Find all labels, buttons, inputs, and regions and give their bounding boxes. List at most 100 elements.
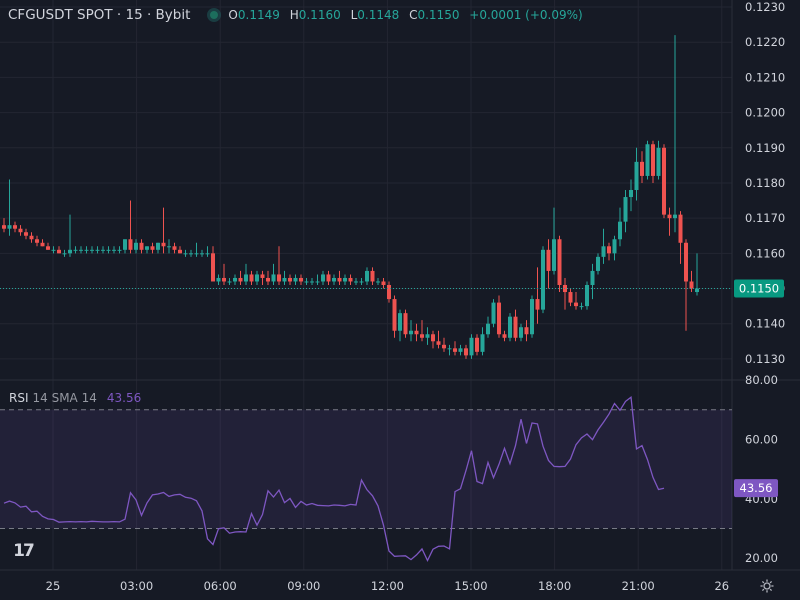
candle-body	[68, 249, 72, 254]
candle-body	[629, 190, 633, 198]
candle-body	[57, 249, 61, 254]
candle-body	[480, 334, 485, 352]
candle-body	[277, 274, 281, 282]
candle-body	[436, 341, 441, 345]
candle-body	[431, 334, 435, 342]
candle-body	[244, 274, 248, 282]
candle-body	[645, 144, 650, 176]
candle-body	[332, 277, 336, 282]
time-tick-label: 25	[46, 579, 61, 593]
rsi-params: 14 SMA 14	[32, 391, 97, 405]
price-tick-label: 0.1180	[745, 176, 785, 190]
time-tick-label: 09:00	[287, 579, 320, 593]
candle-body	[640, 161, 644, 176]
candle-body	[222, 277, 226, 282]
candle-body	[288, 277, 292, 282]
candle-body	[392, 299, 397, 331]
gear-icon[interactable]	[759, 578, 775, 594]
close-label: C	[409, 8, 418, 22]
rsi-tick-label: 20.00	[745, 551, 778, 565]
candle-body	[178, 249, 182, 254]
candle-body	[414, 330, 419, 335]
candle-body	[304, 281, 309, 283]
current-price-label: 0.1150	[739, 282, 779, 296]
candle-body	[574, 302, 578, 307]
candle-body	[299, 277, 303, 282]
logo-text: 17	[13, 541, 35, 561]
candle-body	[326, 274, 331, 282]
candle-body	[513, 316, 518, 338]
candle-body	[194, 253, 199, 255]
candle-body	[183, 253, 188, 255]
candle-body	[238, 277, 243, 282]
candle-body	[469, 337, 474, 356]
candle-body	[491, 302, 496, 324]
candle-body	[271, 274, 276, 282]
price-tick-label: 0.1230	[745, 0, 785, 14]
candle-body	[442, 344, 446, 349]
candle-body	[123, 239, 127, 250]
rsi-band-fill	[0, 409, 732, 529]
candle-body	[233, 277, 237, 282]
candle-body	[420, 334, 424, 338]
rsi-line	[3, 395, 665, 563]
price-tick-label: 0.1140	[745, 317, 785, 331]
candle-body	[145, 246, 149, 250]
candle-body	[453, 348, 457, 352]
candle-body	[656, 147, 661, 176]
price-tick-label: 0.1170	[745, 211, 785, 225]
time-tick-label: 12:00	[371, 579, 404, 593]
time-tick-label: 03:00	[120, 579, 153, 593]
candle-body	[612, 239, 617, 254]
candle-body	[359, 281, 364, 283]
candle-body	[651, 144, 655, 176]
candle-body	[596, 256, 600, 271]
candle-body	[590, 270, 595, 285]
price-tick-label: 0.1160	[745, 246, 785, 260]
candle-body	[101, 249, 105, 251]
tradingview-logo-icon[interactable]: 17	[8, 538, 38, 564]
candle-body	[7, 225, 12, 229]
candle-body	[29, 235, 34, 240]
candle-body	[530, 299, 534, 335]
candle-body	[464, 348, 468, 356]
candle-body	[343, 277, 347, 282]
open-label: O	[228, 8, 238, 22]
candle-body	[585, 285, 589, 307]
candle-body	[211, 253, 215, 282]
price-tick-label: 0.1200	[745, 106, 785, 120]
rsi-name: RSI	[9, 391, 29, 405]
candle-body	[167, 246, 171, 248]
candle-body	[156, 242, 160, 250]
candle-body	[35, 239, 39, 243]
rsi-legend[interactable]: RSI 14 SMA 14 43.56	[9, 391, 141, 405]
candle-body	[84, 249, 89, 251]
rsi-value-badge	[734, 479, 778, 498]
candle-body	[403, 313, 408, 335]
candle-body	[370, 270, 375, 282]
candle-body	[387, 285, 391, 300]
candle-body	[634, 161, 639, 190]
candle-body	[568, 292, 573, 303]
candle-body	[678, 214, 683, 243]
candle-body	[73, 249, 78, 251]
candle-body	[46, 246, 50, 250]
candle-body	[695, 288, 699, 293]
candle-body	[310, 281, 314, 283]
candle-body	[321, 274, 325, 282]
candle-body	[128, 239, 133, 250]
close-value: 0.1150	[417, 8, 460, 22]
rsi-tick-label: 80.00	[745, 373, 778, 387]
candle-body	[546, 249, 551, 271]
symbol-title[interactable]: CFGUSDT SPOT · 15 · Bybit	[8, 7, 191, 23]
low-value: 0.1148	[357, 8, 400, 22]
candle-body	[365, 270, 369, 282]
candle-body	[150, 246, 155, 250]
candle-body	[579, 306, 584, 308]
candle-body	[139, 242, 144, 250]
open-value: 0.1149	[237, 8, 280, 22]
candle-body	[409, 330, 413, 335]
low-label: L	[350, 8, 358, 22]
candle-body	[315, 281, 320, 283]
